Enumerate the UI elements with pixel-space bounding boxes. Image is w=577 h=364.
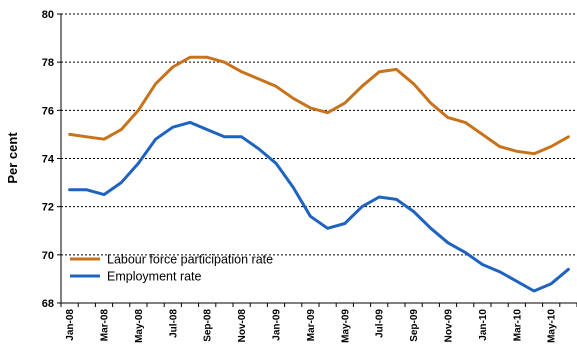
x-tick-label: Jul-09: [375, 309, 386, 338]
x-tick-label: May-10: [547, 309, 558, 343]
x-tick-label: Mar-09: [306, 309, 317, 342]
x-tick-label: May-08: [134, 309, 145, 343]
y-tick-label: 76: [42, 105, 54, 117]
x-tick-label: Jan-10: [478, 309, 489, 341]
y-tick-label: 68: [42, 298, 54, 310]
x-tick-label: Jan-08: [65, 309, 76, 341]
x-axis-ticks: Jan-08 Mar-08 May-08 Jul-08 Sep-08 Nov-08 Jan-…: [60, 303, 577, 343]
x-tick-label: Jan-09: [272, 309, 283, 341]
x-tick-label: Mar-08: [100, 309, 111, 342]
series-lines: [68, 55, 570, 293]
y-tick-label: 80: [42, 9, 54, 21]
x-tick-label: Jul-08: [168, 309, 179, 338]
x-tick-label: Mar-10: [512, 309, 523, 342]
y-tick-label: 70: [42, 250, 54, 262]
x-tick-label: Sep-09: [409, 309, 420, 342]
legend-label-1: Employment rate: [107, 270, 202, 284]
x-tick-label: Nov-09: [444, 309, 455, 343]
legend-label-0: Labour force participation rate: [107, 253, 273, 267]
y-tick-label: 78: [42, 57, 54, 69]
y-tick-label: 72: [42, 202, 54, 214]
y-axis-label: Per cent: [5, 132, 20, 184]
series-line-0: [68, 55, 570, 156]
x-tick-label: Nov-08: [237, 309, 248, 343]
y-tick-label: 74: [42, 154, 55, 166]
x-tick-label: Sep-08: [203, 309, 214, 342]
x-tick-label: May-09: [340, 309, 351, 343]
y-axis-ticks: 68 70 72 74 76 78 80: [42, 9, 61, 310]
gridlines: [61, 13, 577, 256]
series-line-1: [68, 120, 570, 293]
legend: Labour force participation rate Employmen…: [70, 253, 273, 284]
